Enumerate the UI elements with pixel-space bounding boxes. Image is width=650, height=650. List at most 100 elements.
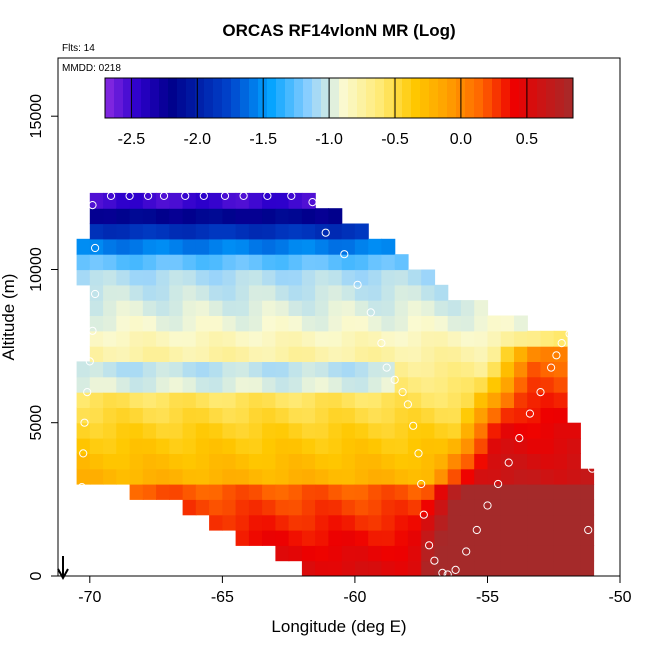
heatmap-cell [89,376,104,393]
heatmap-cell [341,514,356,531]
heatmap-cell [315,407,329,424]
heatmap-cell [89,346,104,362]
heatmap-cell [129,346,144,362]
heatmap-cell [182,315,197,332]
heatmap-cell [262,208,276,225]
heatmap-cell [500,560,515,576]
heatmap-cell [156,269,170,286]
heatmap-cell [275,361,290,378]
heatmap-cell [407,361,422,378]
heatmap-cell [567,453,581,470]
colorbar-swatch [384,78,394,118]
heatmap-cell [315,361,329,378]
heatmap-cell [235,453,250,470]
heatmap-cell [328,392,343,408]
heatmap-cell [275,208,290,225]
colorbar-swatch [402,78,412,118]
colorbar-tick-label: 0.5 [516,131,538,148]
heatmap-cell [368,422,383,439]
heatmap-cell [487,499,502,516]
heatmap-cell [540,407,555,424]
heatmap-cell [103,254,117,271]
heatmap-cell [407,530,422,546]
heatmap-cell [129,453,144,470]
heatmap-cell [460,392,475,408]
heatmap-cell [354,361,369,378]
colorbar-swatch [159,78,169,118]
heatmap-cell [553,514,568,531]
heatmap-cell [514,545,528,562]
flight-track-point [409,421,418,430]
heatmap-cell [222,422,237,439]
flight-track-point [377,339,386,348]
heatmap-cell [434,422,449,439]
heatmap-cell [169,315,184,332]
heatmap-cell [195,484,210,500]
heatmap-cell [487,346,502,362]
flight-track-point [483,501,492,510]
heatmap-cell [182,238,197,255]
heatmap-cell [368,484,383,500]
heatmap-cell [301,545,316,562]
heatmap-cell [354,330,369,347]
heatmap-cell [315,284,329,301]
heatmap-cell [169,223,184,240]
heatmap-cell [580,468,595,485]
heatmap-cell [235,422,250,439]
heatmap-cell [341,453,356,470]
heatmap-cell [209,284,223,301]
heatmap-cell [129,484,144,500]
heatmap-cell [222,438,237,454]
heatmap-cell [540,499,555,516]
heatmap-cell [460,453,475,470]
heatmap-cell [514,315,528,332]
heatmap-cell [421,438,436,454]
heatmap-cell [262,438,276,454]
heatmap-cell [514,376,528,393]
heatmap-cell [580,545,595,562]
heatmap-cell [288,330,303,347]
colorbar-swatch [483,78,493,118]
heatmap-cell [368,300,383,316]
colorbar-swatch [294,78,304,118]
heatmap-cell [248,422,263,439]
heatmap-cell [527,560,542,576]
heatmap-cell [315,269,329,286]
heatmap-cell [341,269,356,286]
heatmap-cell [368,438,383,454]
colorbar-swatch [375,78,385,118]
heatmap-cell [328,407,343,424]
heatmap-cell [434,392,449,408]
flight-track-point [451,565,460,575]
heatmap-cell [142,238,157,255]
heatmap-cell [301,238,316,255]
flight-track [77,191,599,576]
heatmap-cell [248,315,263,332]
flight-track-point [79,449,88,458]
heatmap-cell [116,208,131,225]
heatmap-cell [288,514,303,531]
heatmap-cell [116,453,131,470]
heatmap-cell [553,560,568,576]
heatmap-cell [328,269,343,286]
heatmap-cell [209,361,223,378]
colorbar-tick-label: -2.0 [184,131,212,148]
heatmap-cell [182,392,197,408]
heatmap-cell [328,376,343,393]
heatmap-cell [381,238,396,255]
heatmap-cell [527,468,542,485]
heatmap-cell [368,254,383,271]
heatmap-cell [421,499,436,516]
colorbar-swatch [555,78,565,118]
heatmap-cell [248,284,263,301]
heatmap-cell [195,330,210,347]
heatmap-cell [76,269,91,286]
heatmap-cell [460,407,475,424]
heatmap-cell [315,468,329,485]
heatmap-cell [447,361,462,378]
heatmap-cell [315,560,329,576]
heatmap-cell [500,346,515,362]
heatmap-cell [328,361,343,378]
heatmap-cell [500,361,515,378]
heatmap-cell [76,361,91,378]
